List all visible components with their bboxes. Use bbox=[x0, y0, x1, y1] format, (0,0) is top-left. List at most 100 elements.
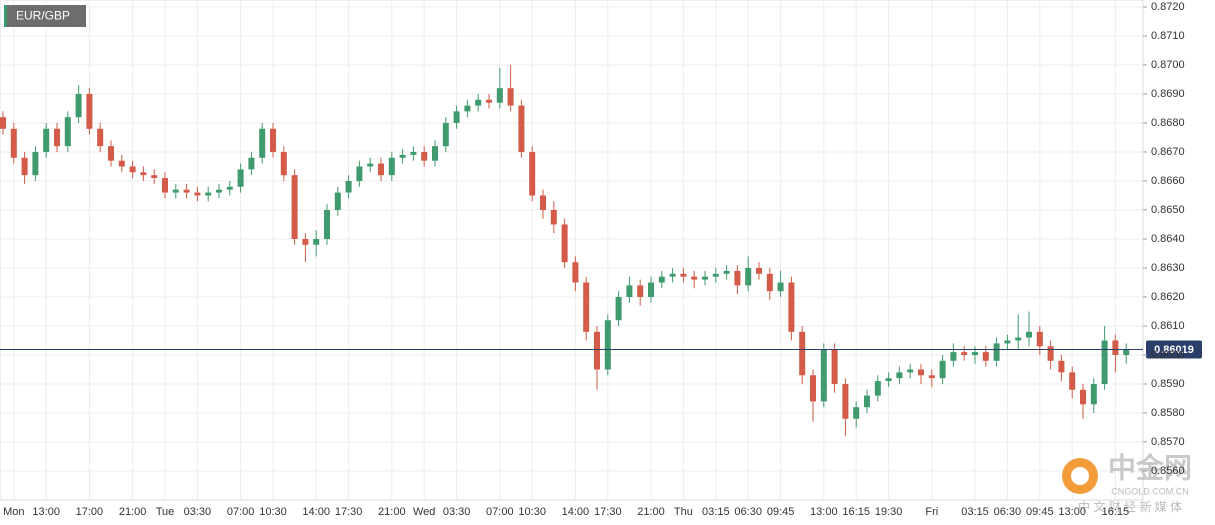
candle-body bbox=[928, 375, 935, 379]
candle-body bbox=[777, 282, 784, 292]
candle-body bbox=[388, 157, 395, 176]
x-tick-label: 21:00 bbox=[378, 506, 406, 518]
x-tick-label: 13:00 bbox=[810, 506, 838, 518]
x-tick-label: 10:30 bbox=[518, 506, 546, 518]
candle-body bbox=[961, 352, 968, 355]
y-tick-label: 0.8570 bbox=[1151, 436, 1185, 448]
candle-body bbox=[118, 160, 125, 167]
candle-body bbox=[604, 320, 611, 370]
x-tick-label: 14:00 bbox=[302, 506, 330, 518]
candle-body bbox=[453, 111, 460, 123]
candle-body bbox=[691, 276, 698, 280]
candle-body bbox=[907, 369, 914, 373]
title-stripe bbox=[4, 5, 7, 27]
candle-body bbox=[75, 93, 82, 118]
last-price: 0.86019 bbox=[0, 340, 1202, 359]
x-tick-label: 06:30 bbox=[734, 506, 762, 518]
candle-body bbox=[367, 163, 374, 167]
candle-body bbox=[183, 189, 190, 193]
plot-area bbox=[0, 0, 1144, 501]
candle-body bbox=[594, 331, 600, 370]
x-tick-label: 03:15 bbox=[961, 506, 989, 518]
candle-body bbox=[496, 88, 503, 103]
y-tick-label: 0.8670 bbox=[1151, 146, 1185, 158]
candle-body bbox=[1004, 340, 1011, 344]
x-tick-label: 10:30 bbox=[259, 506, 287, 518]
x-tick-label: 17:30 bbox=[594, 506, 622, 518]
candle-body bbox=[10, 128, 17, 158]
candle-body bbox=[507, 88, 514, 106]
watermark-name: 中金网 bbox=[1108, 451, 1192, 483]
candle-body bbox=[637, 285, 644, 297]
x-tick-label: 16:15 bbox=[1102, 506, 1130, 518]
candle-body bbox=[788, 282, 795, 332]
candle-body bbox=[885, 378, 892, 382]
candle-body bbox=[734, 270, 741, 286]
candle-body bbox=[615, 296, 622, 321]
watermark-tagline: 中 文 财 经 新 媒 体 bbox=[1078, 499, 1182, 514]
x-tick-label: Tue bbox=[156, 506, 175, 518]
candle-body bbox=[151, 175, 158, 179]
candle-body bbox=[259, 128, 266, 158]
y-tick-label: 0.8700 bbox=[1151, 59, 1185, 71]
watermark: 中金网 CNGOLD.COM.CN 中 文 财 经 新 媒 体 bbox=[1062, 451, 1192, 514]
candle-body bbox=[540, 195, 546, 210]
candle-body bbox=[129, 166, 136, 173]
candle-body bbox=[486, 99, 492, 103]
candle-body bbox=[972, 352, 978, 355]
y-tick-label: 0.8640 bbox=[1151, 233, 1185, 245]
candle-body bbox=[896, 372, 903, 379]
candle-body bbox=[345, 180, 352, 193]
candle-body bbox=[378, 163, 384, 176]
y-tick-label: 0.8660 bbox=[1151, 175, 1185, 187]
candle-body bbox=[475, 99, 482, 106]
candle-body bbox=[723, 270, 730, 274]
candle-body bbox=[712, 273, 719, 277]
chart-title: EUR/GBP bbox=[16, 9, 70, 23]
candle-body bbox=[1101, 340, 1108, 384]
y-tick-label: 0.8650 bbox=[1151, 204, 1185, 216]
candle-body bbox=[205, 192, 212, 196]
candle-body bbox=[626, 285, 633, 297]
x-tick-label: 21:00 bbox=[119, 506, 147, 518]
candle-body bbox=[356, 166, 363, 181]
x-tick-label: 06:30 bbox=[994, 506, 1022, 518]
candle-body bbox=[432, 146, 438, 161]
watermark-logo-inner bbox=[1071, 467, 1089, 485]
candle-body bbox=[993, 343, 1000, 361]
x-tick-label: 17:00 bbox=[76, 506, 104, 518]
candle-body bbox=[442, 122, 449, 147]
candle-body bbox=[108, 146, 114, 161]
candle-body bbox=[280, 151, 287, 176]
candle-body bbox=[864, 395, 870, 408]
candle-body bbox=[529, 151, 536, 196]
candle-body bbox=[702, 276, 708, 280]
last-price-label: 0.86019 bbox=[1154, 344, 1194, 356]
candle-body bbox=[831, 349, 838, 384]
candle-body bbox=[313, 238, 320, 245]
x-tick-label: 09:45 bbox=[767, 506, 795, 518]
candle-body bbox=[1047, 346, 1054, 361]
y-tick-label: 0.8710 bbox=[1151, 30, 1185, 42]
y-tick-label: 0.8630 bbox=[1151, 262, 1185, 274]
candle-body bbox=[842, 383, 849, 419]
y-tick-label: 0.8580 bbox=[1151, 407, 1185, 419]
candle-body bbox=[324, 209, 330, 239]
candle-body bbox=[226, 186, 233, 190]
candle-body bbox=[270, 128, 276, 152]
x-tick-label: 21:00 bbox=[637, 506, 665, 518]
x-tick-label: 19:30 bbox=[875, 506, 903, 518]
candle-body bbox=[1112, 340, 1119, 355]
candle-body bbox=[939, 360, 946, 379]
candle-body bbox=[162, 178, 168, 193]
grid bbox=[0, 0, 1143, 500]
candle-body bbox=[583, 282, 590, 332]
y-tick-label: 0.8600 bbox=[1151, 349, 1185, 361]
y-tick-label: 0.8620 bbox=[1151, 291, 1185, 303]
candle-body bbox=[399, 154, 406, 158]
x-tick-label: 03:30 bbox=[443, 506, 471, 518]
x-tick-label: 07:00 bbox=[486, 506, 514, 518]
candle-body bbox=[1026, 331, 1032, 338]
